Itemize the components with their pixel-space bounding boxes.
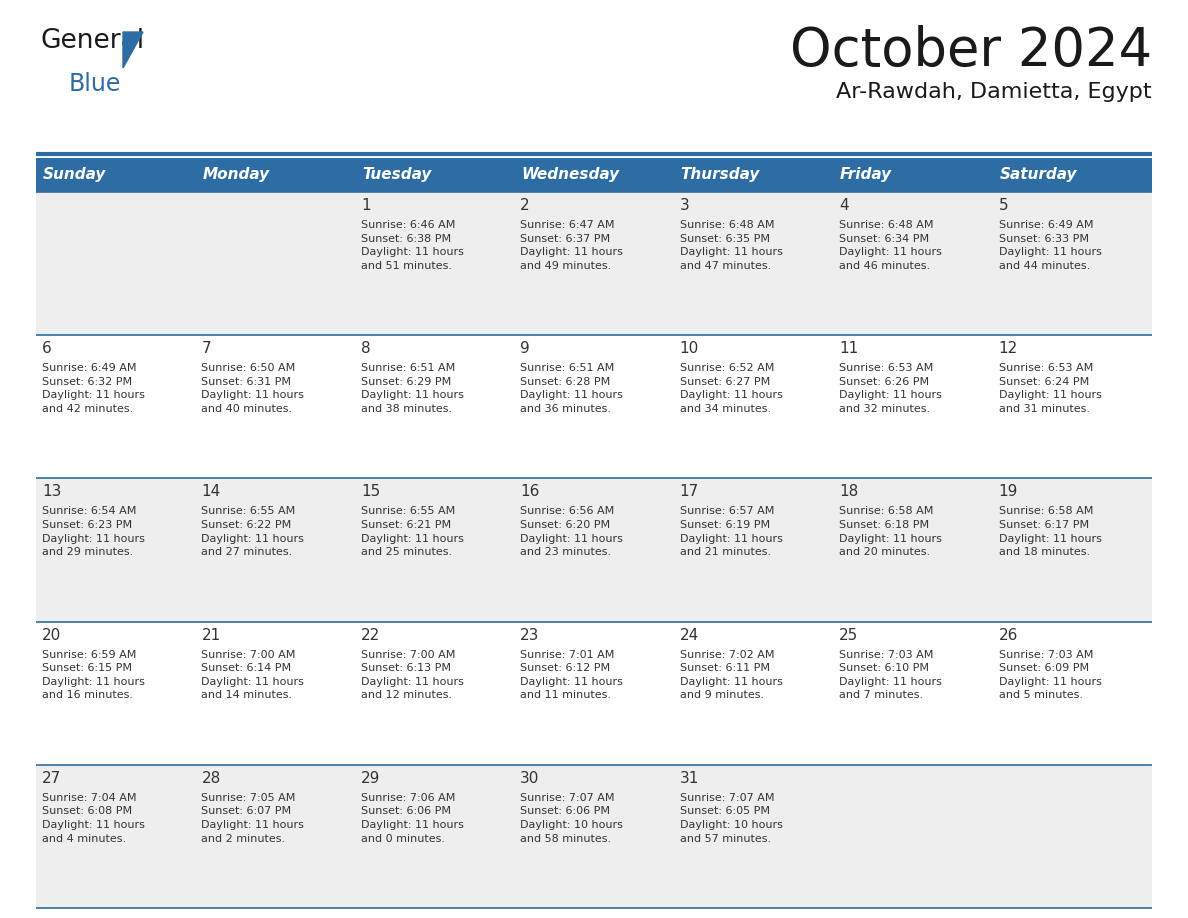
Bar xyxy=(36,192,1152,335)
Text: 21: 21 xyxy=(202,628,221,643)
Text: 26: 26 xyxy=(999,628,1018,643)
Text: Sunrise: 6:53 AM
Sunset: 6:26 PM
Daylight: 11 hours
and 32 minutes.: Sunrise: 6:53 AM Sunset: 6:26 PM Dayligh… xyxy=(839,364,942,414)
Text: Thursday: Thursday xyxy=(681,167,760,183)
Text: Sunrise: 6:59 AM
Sunset: 6:15 PM
Daylight: 11 hours
and 16 minutes.: Sunrise: 6:59 AM Sunset: 6:15 PM Dayligh… xyxy=(42,650,145,700)
Text: 5: 5 xyxy=(999,198,1009,213)
Text: Sunrise: 6:49 AM
Sunset: 6:32 PM
Daylight: 11 hours
and 42 minutes.: Sunrise: 6:49 AM Sunset: 6:32 PM Dayligh… xyxy=(42,364,145,414)
Text: 17: 17 xyxy=(680,485,699,499)
Text: 24: 24 xyxy=(680,628,699,643)
Text: Sunrise: 6:55 AM
Sunset: 6:21 PM
Daylight: 11 hours
and 25 minutes.: Sunrise: 6:55 AM Sunset: 6:21 PM Dayligh… xyxy=(361,507,463,557)
Text: Sunday: Sunday xyxy=(43,167,107,183)
Bar xyxy=(514,158,674,192)
Bar xyxy=(36,158,196,192)
Text: Sunrise: 6:54 AM
Sunset: 6:23 PM
Daylight: 11 hours
and 29 minutes.: Sunrise: 6:54 AM Sunset: 6:23 PM Dayligh… xyxy=(42,507,145,557)
Text: Sunrise: 6:56 AM
Sunset: 6:20 PM
Daylight: 11 hours
and 23 minutes.: Sunrise: 6:56 AM Sunset: 6:20 PM Dayligh… xyxy=(520,507,624,557)
Text: 29: 29 xyxy=(361,771,380,786)
Text: Sunrise: 6:55 AM
Sunset: 6:22 PM
Daylight: 11 hours
and 27 minutes.: Sunrise: 6:55 AM Sunset: 6:22 PM Dayligh… xyxy=(202,507,304,557)
Text: 10: 10 xyxy=(680,341,699,356)
Text: Sunrise: 7:01 AM
Sunset: 6:12 PM
Daylight: 11 hours
and 11 minutes.: Sunrise: 7:01 AM Sunset: 6:12 PM Dayligh… xyxy=(520,650,624,700)
Text: 31: 31 xyxy=(680,771,699,786)
Text: Sunrise: 6:58 AM
Sunset: 6:17 PM
Daylight: 11 hours
and 18 minutes.: Sunrise: 6:58 AM Sunset: 6:17 PM Dayligh… xyxy=(999,507,1101,557)
Text: Sunrise: 6:52 AM
Sunset: 6:27 PM
Daylight: 11 hours
and 34 minutes.: Sunrise: 6:52 AM Sunset: 6:27 PM Dayligh… xyxy=(680,364,783,414)
Text: Sunrise: 6:53 AM
Sunset: 6:24 PM
Daylight: 11 hours
and 31 minutes.: Sunrise: 6:53 AM Sunset: 6:24 PM Dayligh… xyxy=(999,364,1101,414)
Text: 25: 25 xyxy=(839,628,859,643)
Text: Sunrise: 6:51 AM
Sunset: 6:29 PM
Daylight: 11 hours
and 38 minutes.: Sunrise: 6:51 AM Sunset: 6:29 PM Dayligh… xyxy=(361,364,463,414)
Text: 30: 30 xyxy=(520,771,539,786)
Text: Sunrise: 6:46 AM
Sunset: 6:38 PM
Daylight: 11 hours
and 51 minutes.: Sunrise: 6:46 AM Sunset: 6:38 PM Dayligh… xyxy=(361,220,463,271)
Text: Sunrise: 6:47 AM
Sunset: 6:37 PM
Daylight: 11 hours
and 49 minutes.: Sunrise: 6:47 AM Sunset: 6:37 PM Dayligh… xyxy=(520,220,624,271)
Bar xyxy=(992,158,1152,192)
Text: 22: 22 xyxy=(361,628,380,643)
Text: 20: 20 xyxy=(42,628,62,643)
Text: Wednesday: Wednesday xyxy=(522,167,619,183)
Bar xyxy=(36,478,1152,621)
Text: 13: 13 xyxy=(42,485,62,499)
Text: 23: 23 xyxy=(520,628,539,643)
Text: 19: 19 xyxy=(999,485,1018,499)
Text: Sunrise: 6:50 AM
Sunset: 6:31 PM
Daylight: 11 hours
and 40 minutes.: Sunrise: 6:50 AM Sunset: 6:31 PM Dayligh… xyxy=(202,364,304,414)
Bar xyxy=(36,621,1152,765)
Text: Friday: Friday xyxy=(840,167,892,183)
Bar xyxy=(196,158,355,192)
Text: Saturday: Saturday xyxy=(999,167,1078,183)
Bar xyxy=(355,158,514,192)
Bar xyxy=(36,765,1152,908)
Text: 12: 12 xyxy=(999,341,1018,356)
Text: Sunrise: 6:48 AM
Sunset: 6:34 PM
Daylight: 11 hours
and 46 minutes.: Sunrise: 6:48 AM Sunset: 6:34 PM Dayligh… xyxy=(839,220,942,271)
Text: 15: 15 xyxy=(361,485,380,499)
Text: 8: 8 xyxy=(361,341,371,356)
Text: Sunrise: 7:04 AM
Sunset: 6:08 PM
Daylight: 11 hours
and 4 minutes.: Sunrise: 7:04 AM Sunset: 6:08 PM Dayligh… xyxy=(42,793,145,844)
Text: Sunrise: 6:57 AM
Sunset: 6:19 PM
Daylight: 11 hours
and 21 minutes.: Sunrise: 6:57 AM Sunset: 6:19 PM Dayligh… xyxy=(680,507,783,557)
Text: Monday: Monday xyxy=(202,167,270,183)
Text: Sunrise: 7:06 AM
Sunset: 6:06 PM
Daylight: 11 hours
and 0 minutes.: Sunrise: 7:06 AM Sunset: 6:06 PM Dayligh… xyxy=(361,793,463,844)
Text: 1: 1 xyxy=(361,198,371,213)
Text: 18: 18 xyxy=(839,485,859,499)
Bar xyxy=(674,158,833,192)
Bar xyxy=(36,335,1152,478)
Text: Sunrise: 7:05 AM
Sunset: 6:07 PM
Daylight: 11 hours
and 2 minutes.: Sunrise: 7:05 AM Sunset: 6:07 PM Dayligh… xyxy=(202,793,304,844)
Bar xyxy=(833,158,992,192)
Text: Sunrise: 6:48 AM
Sunset: 6:35 PM
Daylight: 11 hours
and 47 minutes.: Sunrise: 6:48 AM Sunset: 6:35 PM Dayligh… xyxy=(680,220,783,271)
Text: 27: 27 xyxy=(42,771,62,786)
Text: 6: 6 xyxy=(42,341,52,356)
Text: 4: 4 xyxy=(839,198,848,213)
Text: Tuesday: Tuesday xyxy=(362,167,431,183)
Text: 11: 11 xyxy=(839,341,859,356)
Text: 14: 14 xyxy=(202,485,221,499)
Text: Ar-Rawdah, Damietta, Egypt: Ar-Rawdah, Damietta, Egypt xyxy=(836,82,1152,102)
Text: Sunrise: 6:49 AM
Sunset: 6:33 PM
Daylight: 11 hours
and 44 minutes.: Sunrise: 6:49 AM Sunset: 6:33 PM Dayligh… xyxy=(999,220,1101,271)
Text: Sunrise: 7:07 AM
Sunset: 6:06 PM
Daylight: 10 hours
and 58 minutes.: Sunrise: 7:07 AM Sunset: 6:06 PM Dayligh… xyxy=(520,793,624,844)
Text: 2: 2 xyxy=(520,198,530,213)
Text: October 2024: October 2024 xyxy=(790,25,1152,77)
Text: General: General xyxy=(42,28,145,54)
Text: Sunrise: 6:58 AM
Sunset: 6:18 PM
Daylight: 11 hours
and 20 minutes.: Sunrise: 6:58 AM Sunset: 6:18 PM Dayligh… xyxy=(839,507,942,557)
Text: Sunrise: 7:00 AM
Sunset: 6:13 PM
Daylight: 11 hours
and 12 minutes.: Sunrise: 7:00 AM Sunset: 6:13 PM Dayligh… xyxy=(361,650,463,700)
Polygon shape xyxy=(124,32,143,68)
Text: Sunrise: 7:02 AM
Sunset: 6:11 PM
Daylight: 11 hours
and 9 minutes.: Sunrise: 7:02 AM Sunset: 6:11 PM Dayligh… xyxy=(680,650,783,700)
Text: 7: 7 xyxy=(202,341,211,356)
Text: Sunrise: 7:00 AM
Sunset: 6:14 PM
Daylight: 11 hours
and 14 minutes.: Sunrise: 7:00 AM Sunset: 6:14 PM Dayligh… xyxy=(202,650,304,700)
Text: Blue: Blue xyxy=(69,72,121,96)
Text: 16: 16 xyxy=(520,485,539,499)
Text: Sunrise: 7:03 AM
Sunset: 6:09 PM
Daylight: 11 hours
and 5 minutes.: Sunrise: 7:03 AM Sunset: 6:09 PM Dayligh… xyxy=(999,650,1101,700)
Text: Sunrise: 7:07 AM
Sunset: 6:05 PM
Daylight: 10 hours
and 57 minutes.: Sunrise: 7:07 AM Sunset: 6:05 PM Dayligh… xyxy=(680,793,783,844)
Text: Sunrise: 6:51 AM
Sunset: 6:28 PM
Daylight: 11 hours
and 36 minutes.: Sunrise: 6:51 AM Sunset: 6:28 PM Dayligh… xyxy=(520,364,624,414)
Text: 28: 28 xyxy=(202,771,221,786)
Text: 9: 9 xyxy=(520,341,530,356)
Text: Sunrise: 7:03 AM
Sunset: 6:10 PM
Daylight: 11 hours
and 7 minutes.: Sunrise: 7:03 AM Sunset: 6:10 PM Dayligh… xyxy=(839,650,942,700)
Text: 3: 3 xyxy=(680,198,689,213)
